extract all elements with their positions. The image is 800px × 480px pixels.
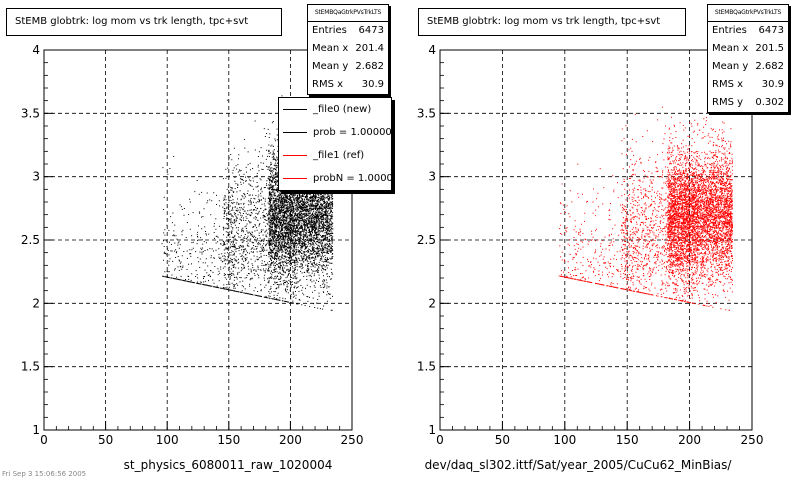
y-tick-label: 1.5 bbox=[417, 360, 436, 374]
y-tick-label: 3 bbox=[32, 170, 40, 184]
right-chart-title: StEMB globtrk: log mom vs trk length, tp… bbox=[418, 8, 686, 36]
left-stats-row: Mean x 201.4 bbox=[312, 43, 384, 54]
legend-line-icon bbox=[283, 132, 307, 133]
y-tick-label: 3 bbox=[428, 170, 436, 184]
x-tick-label: 100 bbox=[553, 433, 576, 447]
right-stats-row: Entries 6473 bbox=[712, 25, 784, 36]
legend-line-icon bbox=[283, 178, 307, 179]
right-stats-row: Mean x 201.5 bbox=[712, 43, 784, 54]
left-stats-row: Entries 6473 bbox=[312, 25, 384, 36]
x-tick-label: 250 bbox=[741, 433, 764, 447]
left-stats-row: Mean y 2.682 bbox=[312, 61, 384, 72]
y-tick-label: 1 bbox=[32, 423, 40, 437]
x-tick-label: 200 bbox=[279, 433, 302, 447]
scatter-points bbox=[161, 95, 334, 311]
x-tick-label: 0 bbox=[40, 433, 48, 447]
legend-entry: _file0 (new) bbox=[279, 98, 391, 121]
legend-line-icon bbox=[283, 109, 307, 110]
footer-timestamp: Fri Sep 3 15:06:56 2005 bbox=[2, 470, 87, 478]
x-tick-label: 250 bbox=[341, 433, 364, 447]
x-tick-label: 50 bbox=[98, 433, 113, 447]
x-tick-label: 50 bbox=[495, 433, 510, 447]
left-stats-name: StEMBQaGtrkPVsTrkLTS bbox=[308, 5, 388, 22]
legend-entry: probN = 1.000000 bbox=[279, 167, 391, 190]
x-tick-label: 0 bbox=[436, 433, 444, 447]
right-stats-row: Mean y 2.682 bbox=[712, 61, 784, 72]
y-tick-label: 2.5 bbox=[21, 233, 40, 247]
right-plot: 0 50 100 150 200 250 1 1.5 2 2.5 3 3.5 4 bbox=[417, 43, 764, 447]
left-stats-row: RMS x 30.9 bbox=[312, 79, 384, 90]
x-tick-label: 150 bbox=[616, 433, 639, 447]
right-x-caption: dev/daq_sl302.ittf/Sat/year_2005/CuCu62_… bbox=[424, 458, 732, 472]
x-tick-label: 200 bbox=[678, 433, 701, 447]
y-tick-label: 4 bbox=[428, 43, 436, 57]
y-tick-label: 3.5 bbox=[21, 106, 40, 120]
legend-line-icon bbox=[283, 155, 307, 156]
right-stats-row: RMS y 0.302 bbox=[712, 97, 784, 108]
y-tick-label: 2 bbox=[428, 296, 436, 310]
x-tick-label: 100 bbox=[156, 433, 179, 447]
right-stats-name: StEMBQaGtrkPVsTrkLTS bbox=[708, 5, 788, 22]
left-x-caption: st_physics_6080011_raw_1020004 bbox=[123, 458, 333, 472]
legend-entry: prob = 1.000000 bbox=[279, 121, 391, 144]
y-tick-label: 1 bbox=[428, 423, 436, 437]
legend-entry: _file1 (ref) bbox=[279, 144, 391, 167]
left-chart-title: StEMB globtrk: log mom vs trk length, tp… bbox=[6, 8, 282, 36]
x-tick-label: 150 bbox=[217, 433, 240, 447]
y-tick-label: 3.5 bbox=[417, 106, 436, 120]
y-tick-label: 2.5 bbox=[417, 233, 436, 247]
y-tick-label: 1.5 bbox=[21, 360, 40, 374]
scatter-points bbox=[558, 102, 733, 311]
y-tick-label: 4 bbox=[32, 43, 40, 57]
y-tick-label: 2 bbox=[32, 296, 40, 310]
right-stats-row: RMS x 30.9 bbox=[712, 79, 784, 90]
legend-box: _file0 (new) prob = 1.000000 _file1 (ref… bbox=[278, 97, 392, 191]
